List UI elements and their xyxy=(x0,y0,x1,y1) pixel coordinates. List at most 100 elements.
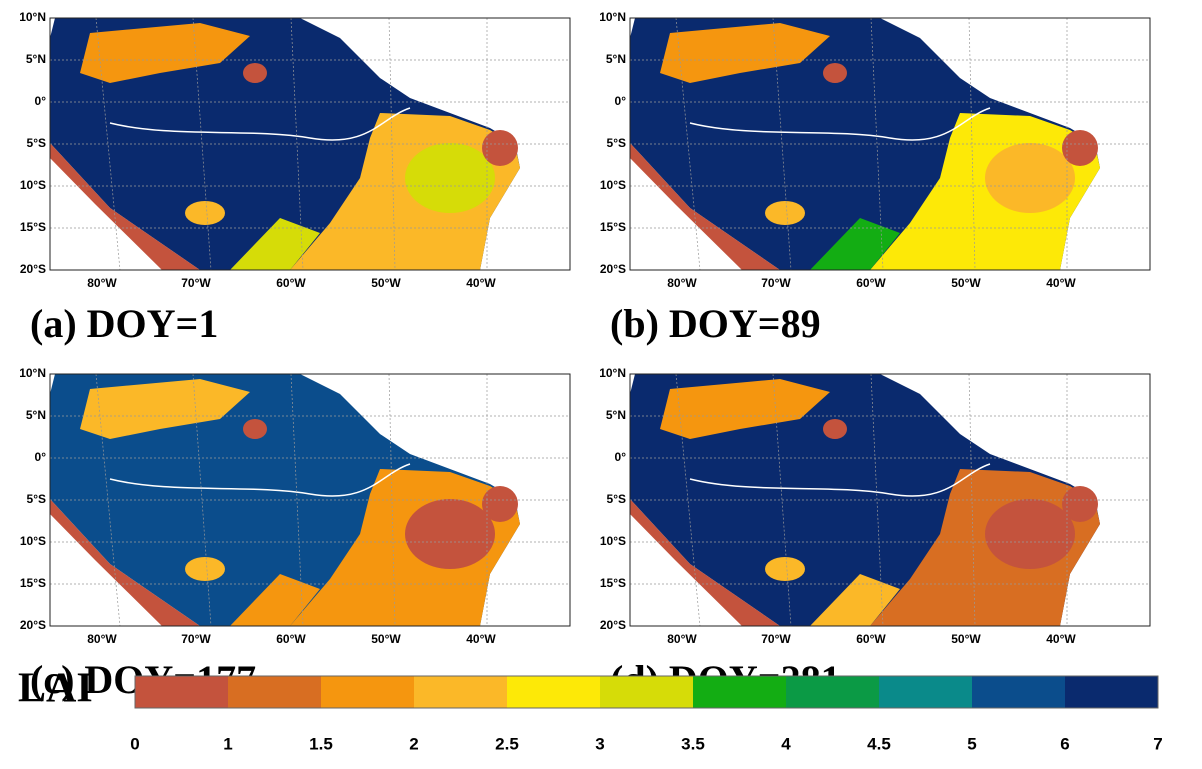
lon-label: 40°W xyxy=(1046,276,1076,290)
highland xyxy=(243,63,267,83)
colorbar-segment xyxy=(321,676,415,708)
lat-label: 5°S xyxy=(607,492,626,506)
lon-label: 70°W xyxy=(761,632,791,646)
colorbar-segment xyxy=(228,676,322,708)
colorbar-segment xyxy=(414,676,508,708)
plot-frame xyxy=(49,17,571,271)
lon-label: 80°W xyxy=(87,276,117,290)
lat-label: 20°S xyxy=(20,262,46,276)
lon-label: 60°W xyxy=(856,276,886,290)
lon-label: 40°W xyxy=(1046,632,1076,646)
colorbar-tick-label: 3 xyxy=(595,734,604,753)
colorbar-tick-label: 3.5 xyxy=(681,734,705,753)
lat-label: 20°S xyxy=(600,618,626,632)
colorbar-tick-label: 6 xyxy=(1060,734,1069,753)
lat-label: 15°S xyxy=(20,576,46,590)
north-region xyxy=(660,23,830,83)
lat-label: 10°N xyxy=(599,10,626,24)
colorbar-tick-label: 4 xyxy=(781,734,791,753)
lat-label: 10°S xyxy=(20,178,46,192)
highland xyxy=(823,419,847,439)
river xyxy=(109,107,411,141)
colorbar-tick-label: 7 xyxy=(1153,734,1162,753)
colorbar-tick-label: 1.5 xyxy=(309,734,333,753)
lat-label: 10°S xyxy=(600,178,626,192)
lat-label: 5°S xyxy=(607,136,626,150)
lon-label: 60°W xyxy=(856,632,886,646)
colorbar-segment xyxy=(600,676,694,708)
east-patch xyxy=(1062,486,1098,522)
colorbar-frame xyxy=(134,675,1159,709)
lon-label: 70°W xyxy=(181,276,211,290)
colorbar-title: LAI xyxy=(18,666,93,712)
lat-label: 0° xyxy=(615,450,627,464)
highland xyxy=(823,63,847,83)
east-patch xyxy=(985,499,1075,569)
lat-label: 15°S xyxy=(20,220,46,234)
river xyxy=(689,107,991,141)
lon-label: 80°W xyxy=(667,632,697,646)
colorbar-segment xyxy=(972,676,1066,708)
lat-label: 5°N xyxy=(26,52,46,66)
lon-label: 80°W xyxy=(667,276,697,290)
lat-label: 5°N xyxy=(26,408,46,422)
lon-label: 60°W xyxy=(276,276,306,290)
lat-label: 15°S xyxy=(600,576,626,590)
patch xyxy=(185,557,225,581)
lat-label: 20°S xyxy=(20,618,46,632)
lon-label: 70°W xyxy=(761,276,791,290)
panel-caption: (b) DOY=89 xyxy=(610,301,821,346)
lat-label: 10°S xyxy=(20,534,46,548)
colorbar-segment xyxy=(507,676,601,708)
lon-label: 70°W xyxy=(181,632,211,646)
lon-label: 40°W xyxy=(466,276,496,290)
lat-label: 5°S xyxy=(27,136,46,150)
lon-label: 60°W xyxy=(276,632,306,646)
plot-frame xyxy=(629,373,1151,627)
east-patch xyxy=(1062,130,1098,166)
map-panel: 10°N 5°N 0° 5°S 10°S 15°S 20°S 80°W 70°W 60°W 50°W… xyxy=(19,366,571,702)
colorbar-segment xyxy=(879,676,973,708)
lat-label: 0° xyxy=(35,94,47,108)
lat-label: 5°N xyxy=(606,52,626,66)
lat-label: 5°N xyxy=(606,408,626,422)
colorbar-tick-label: 0 xyxy=(130,734,139,753)
east-patch xyxy=(405,499,495,569)
lon-label: 40°W xyxy=(466,632,496,646)
lat-label: 0° xyxy=(615,94,627,108)
colorbar-tick-label: 1 xyxy=(223,734,232,753)
panel-caption: (a) DOY=1 xyxy=(30,301,218,346)
south-region xyxy=(810,218,900,270)
lat-label: 10°N xyxy=(19,10,46,24)
colorbar-tick-label: 5 xyxy=(967,734,976,753)
south-region xyxy=(230,574,320,626)
plot-frame xyxy=(49,373,571,627)
east-patch xyxy=(405,143,495,213)
colorbar-tick-label: 2 xyxy=(409,734,418,753)
lon-label: 50°W xyxy=(951,276,981,290)
colorbar-segment xyxy=(693,676,787,708)
lat-label: 15°S xyxy=(600,220,626,234)
lon-label: 50°W xyxy=(951,632,981,646)
patch xyxy=(765,201,805,225)
east-patch xyxy=(482,130,518,166)
river xyxy=(109,463,411,497)
river xyxy=(689,463,991,497)
map-panel: 10°N 5°N 0° 5°S 10°S 15°S 20°S 80°W 70°W 60°W 50°W… xyxy=(599,366,1151,702)
north-region xyxy=(80,23,250,83)
lat-label: 10°S xyxy=(600,534,626,548)
colorbar-tick-label: 4.5 xyxy=(867,734,891,753)
map-panel: 10°N 5°N 0° 5°S 10°S 15°S 20°S 80°W 70°W 60°W 50°W… xyxy=(599,10,1151,346)
lat-label: 10°N xyxy=(19,366,46,380)
colorbar-segment xyxy=(1065,676,1159,708)
north-region xyxy=(80,379,250,439)
map-panel: 10°N 5°N 0° 5°S 10°S 15°S 20°S 80°W 70°W 60°W 50°W… xyxy=(19,10,571,346)
lat-label: 0° xyxy=(35,450,47,464)
east-patch xyxy=(482,486,518,522)
colorbar-segment xyxy=(135,676,229,708)
lat-label: 20°S xyxy=(600,262,626,276)
north-region xyxy=(660,379,830,439)
plot-frame xyxy=(629,17,1151,271)
south-region xyxy=(810,574,900,626)
